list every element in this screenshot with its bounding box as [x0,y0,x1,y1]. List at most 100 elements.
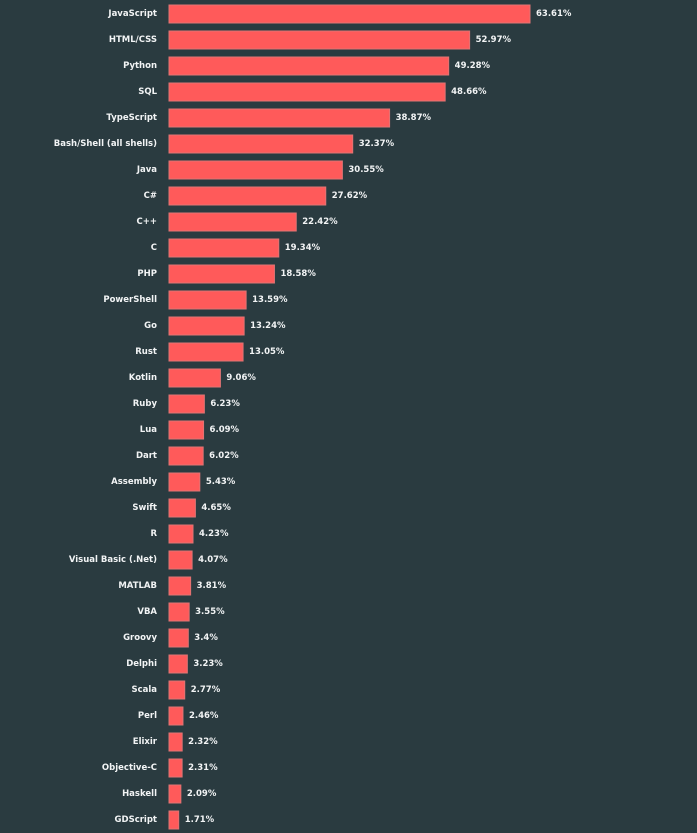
category-label-c: C++ [137,217,157,227]
bar-go [168,316,245,336]
category-label-java: Java [136,165,157,175]
value-label-dart: 6.02% [209,451,239,461]
bars [168,4,531,830]
category-label-html-css: HTML/CSS [109,35,157,45]
category-label-visual-basic-net: Visual Basic (.Net) [69,555,157,565]
bar-ruby [168,394,205,414]
bar-sql [168,82,446,102]
value-label-ruby: 6.23% [210,399,240,409]
bar-rust [168,342,244,362]
category-label-ruby: Ruby [133,399,158,409]
bar-typescript [168,108,391,128]
bar-delphi [168,654,188,674]
bar-c [168,238,280,258]
value-label-elixir: 2.32% [188,737,218,747]
bar-objective-c [168,758,183,778]
value-label-go: 13.24% [250,321,286,331]
bar-c [168,212,297,232]
bar-visual-basic-net [168,550,193,570]
category-labels: JavaScript HTML/CSS Python SQL TypeScript Bas… [54,9,158,825]
value-label-java: 30.55% [348,165,384,175]
value-label-python: 49.28% [455,61,491,71]
category-label-scala: Scala [131,685,157,695]
value-label-r: 4.23% [199,529,229,539]
bar-groovy [168,628,189,648]
value-label-typescript: 38.87% [396,113,432,123]
value-label-matlab: 3.81% [197,581,227,591]
category-label-javascript: JavaScript [107,9,157,19]
value-label-javascript: 63.61% [536,9,572,19]
value-label-visual-basic-net: 4.07% [198,555,228,565]
bar-powershell [168,290,247,310]
category-label-bash-shell-all-shells: Bash/Shell (all shells) [54,139,157,149]
value-labels: 63.61% 52.97% 49.28% 48.66% 38.87% 32.37% 30.5… [185,9,572,825]
bar-vba [168,602,190,622]
category-label-delphi: Delphi [126,659,157,669]
bar-dart [168,446,204,466]
category-label-groovy: Groovy [123,633,157,643]
category-label-powershell: PowerShell [103,295,157,305]
bar-perl [168,706,184,726]
category-label-objective-c: Objective-C [102,763,157,773]
category-label-python: Python [123,61,157,71]
value-label-c: 22.42% [302,217,338,227]
value-label-php: 18.58% [280,269,316,279]
value-label-groovy: 3.4% [194,633,218,643]
category-label-sql: SQL [138,87,157,97]
value-label-lua: 6.09% [210,425,240,435]
bar-python [168,56,450,76]
bar-kotlin [168,368,221,388]
category-label-rust: Rust [135,347,157,357]
bar-r [168,524,194,544]
bar-scala [168,680,186,700]
category-label-matlab: MATLAB [118,581,157,591]
bar-c [168,186,327,206]
category-label-perl: Perl [138,711,157,721]
bar-html-css [168,30,471,50]
bar-elixir [168,732,183,752]
value-label-powershell: 13.59% [252,295,288,305]
category-label-gdscript: GDScript [115,815,157,825]
category-label-lua: Lua [140,425,157,435]
value-label-sql: 48.66% [451,87,487,97]
value-label-perl: 2.46% [189,711,219,721]
value-label-c: 19.34% [285,243,321,253]
category-label-dart: Dart [136,451,157,461]
category-label-typescript: TypeScript [106,113,157,123]
category-label-assembly: Assembly [111,477,157,487]
value-label-delphi: 3.23% [193,659,223,669]
bar-assembly [168,472,201,492]
bar-java [168,160,343,180]
value-label-swift: 4.65% [201,503,231,513]
value-label-html-css: 52.97% [476,35,512,45]
bar-matlab [168,576,192,596]
value-label-rust: 13.05% [249,347,285,357]
value-label-gdscript: 1.71% [185,815,215,825]
category-label-r: R [150,529,157,539]
value-label-scala: 2.77% [191,685,221,695]
value-label-objective-c: 2.31% [188,763,218,773]
bar-php [168,264,275,284]
category-label-php: PHP [137,269,157,279]
value-label-haskell: 2.09% [187,789,217,799]
value-label-assembly: 5.43% [206,477,236,487]
value-label-bash-shell-all-shells: 32.37% [359,139,395,149]
bar-gdscript [168,810,180,830]
category-label-haskell: Haskell [122,789,157,799]
category-label-go: Go [144,321,157,331]
value-label-vba: 3.55% [195,607,225,617]
category-label-elixir: Elixir [133,737,158,747]
value-label-kotlin: 9.06% [226,373,256,383]
bar-lua [168,420,205,440]
bar-haskell [168,784,182,804]
value-label-c: 27.62% [332,191,368,201]
bar-swift [168,498,196,518]
category-label-vba: VBA [137,607,157,617]
bar-bash-shell-all-shells [168,134,354,154]
category-label-c: C [151,243,157,253]
bar-javascript [168,4,531,24]
category-label-kotlin: Kotlin [129,373,157,383]
category-label-swift: Swift [132,503,157,513]
category-label-c: C# [144,191,157,201]
